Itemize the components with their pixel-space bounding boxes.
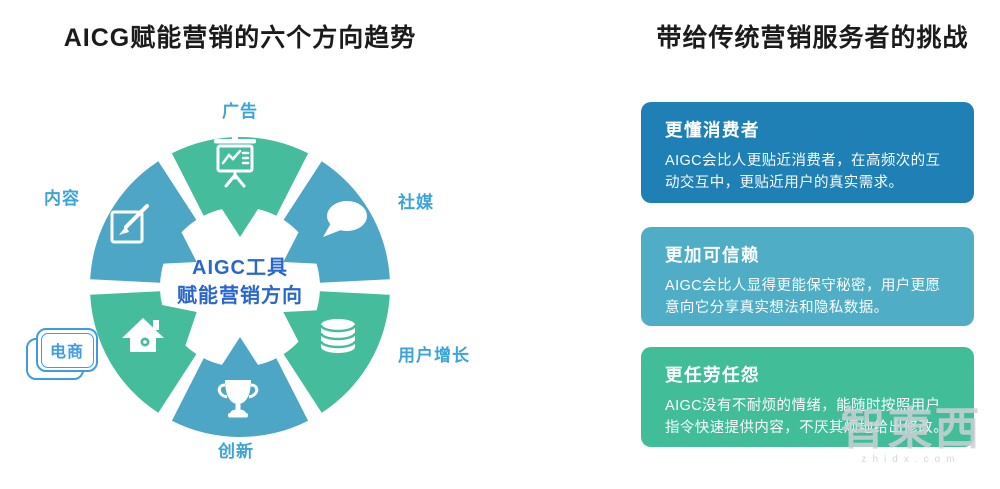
challenge-card-trust: 更加可信赖 AIGC会比人显得更能保守秘密，用户更愿意向它分享真实想法和隐私数据…: [641, 227, 974, 326]
speech-bubble-icon: [323, 201, 367, 237]
watermark-url-text: zhidx.com: [861, 454, 961, 465]
center-text-line1: AIGC工具: [192, 257, 288, 279]
challenge-card-diligence: 更任劳任怨 AIGC没有不耐烦的情绪，能随时按照用户指令快速提供内容，不厌其烦地…: [641, 347, 974, 447]
card-title: 更加可信赖: [665, 245, 760, 265]
card-title: 更懂消费者: [665, 120, 760, 140]
presentation-chart-icon: [214, 135, 256, 188]
segment-label-social: 社媒: [398, 193, 434, 212]
segment-ads: [171, 136, 309, 237]
house-icon: [122, 318, 164, 352]
left-panel-title: AICG赋能营销的六个方向趋势: [63, 24, 417, 52]
diagram-center-text: AIGC工具 赋能营销方向: [140, 254, 340, 310]
segment-label-growth: 用户增长: [398, 346, 470, 365]
segment-label-ads: 广告: [222, 102, 258, 121]
card-body: AIGC会比人更贴近消费者，在高频次的互动交互中，更贴近用户的真实需求。: [665, 153, 941, 191]
card-body: AIGC没有不耐烦的情绪，能随时按照用户指令快速提供内容，不厌其烦地给出修改。: [665, 398, 949, 436]
database-icon: [319, 319, 357, 353]
segment-label-content: 内容: [44, 189, 80, 208]
ecommerce-front-card: 电商: [36, 328, 98, 372]
card-title: 更任劳任怨: [665, 365, 760, 385]
trophy-icon: [217, 380, 259, 418]
center-text-line2: 赋能营销方向: [177, 285, 303, 307]
segment-label-ecommerce-box: 电商: [26, 328, 98, 382]
card-body: AIGC会比人显得更能保守秘密，用户更愿意向它分享真实想法和隐私数据。: [665, 278, 941, 316]
right-panel-title: 带给传统营销服务者的挑战: [656, 24, 969, 52]
edit-pencil-icon: [110, 204, 149, 244]
segment-label-innovation: 创新: [218, 442, 254, 461]
challenge-card-consumer: 更懂消费者 AIGC会比人更贴近消费者，在高频次的互动交互中，更贴近用户的真实需…: [641, 102, 974, 203]
ecommerce-inner-border: [40, 332, 94, 368]
segment-label-ecommerce: 电商: [49, 344, 84, 361]
cycle-diagram: [90, 135, 390, 438]
